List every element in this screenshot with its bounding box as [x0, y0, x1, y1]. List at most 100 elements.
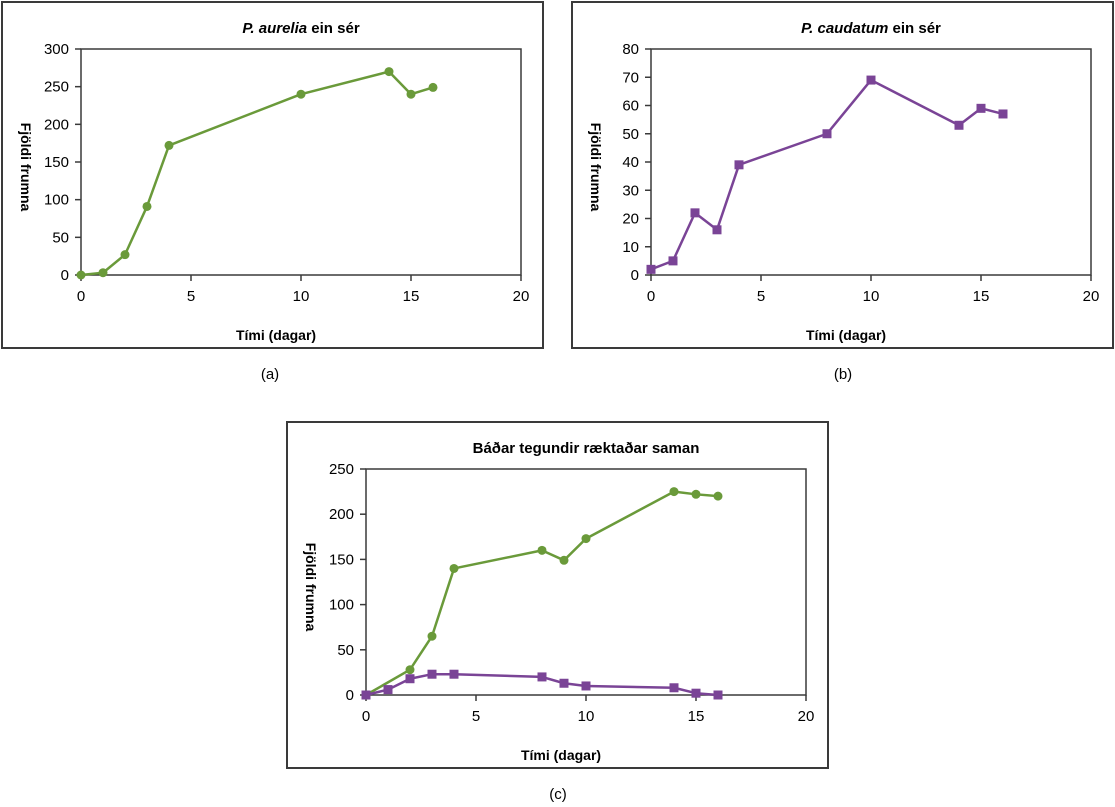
chart-title-part: P. caudatum	[801, 20, 888, 37]
x-tick-label: 20	[513, 288, 530, 305]
y-tick-label: 0	[346, 687, 354, 704]
data-point-caudatum	[537, 672, 547, 682]
y-tick-label: 50	[337, 642, 354, 659]
caption-b: (b)	[833, 366, 853, 383]
y-tick-label: 50	[52, 229, 69, 246]
x-axis-label: Tími (dagar)	[236, 327, 316, 343]
x-tick-label: 15	[403, 288, 420, 305]
y-tick-label: 50	[622, 126, 639, 143]
x-tick-label: 5	[472, 708, 480, 725]
y-tick-label: 80	[622, 41, 639, 58]
chart-b-svg: P. caudatum ein sér 0 10 20 30 40 50 60 70 80 0 5 10…	[588, 20, 1100, 343]
data-point-aurelia	[142, 201, 152, 211]
data-point-caudatum	[668, 256, 678, 266]
y-axis-label: Fjöldi frumna	[588, 123, 604, 212]
y-tick-label: 20	[622, 211, 639, 228]
series-line-aurelia	[80, 70, 434, 277]
data-point-caudatum	[976, 103, 986, 113]
data-point-caudatum	[646, 264, 656, 274]
x-tick-label: 0	[77, 288, 85, 305]
x-tick-label: 15	[973, 288, 990, 305]
y-tick-label: 150	[44, 154, 69, 171]
plot-frame	[365, 468, 807, 696]
data-point-caudatum	[383, 685, 393, 695]
data-point-caudatum	[581, 681, 591, 691]
y-axis-label: Fjöldi frumna	[303, 543, 319, 632]
y-tick-label: 300	[44, 41, 69, 58]
y-tick-label: 30	[622, 182, 639, 199]
x-tick-label: 5	[757, 288, 765, 305]
chart-title-part: Báðar tegundir ræktaðar saman	[473, 440, 700, 457]
data-point-caudatum	[713, 690, 723, 700]
data-point-aurelia	[405, 665, 415, 675]
x-axis-label: Tími (dagar)	[806, 327, 886, 343]
x-axis-label: Tími (dagar)	[521, 747, 601, 763]
data-point-aurelia	[691, 489, 701, 499]
data-point-caudatum	[954, 120, 964, 130]
x-tick-label: 0	[647, 288, 655, 305]
data-point-aurelia	[406, 89, 416, 99]
data-point-caudatum	[669, 683, 679, 693]
series-line-caudatum	[650, 78, 1004, 271]
plot-frame	[80, 48, 522, 276]
data-point-caudatum	[427, 669, 437, 679]
data-point-aurelia	[669, 487, 679, 497]
data-point-aurelia	[76, 270, 86, 280]
data-point-caudatum	[734, 160, 744, 170]
data-point-caudatum	[361, 690, 371, 700]
data-point-aurelia	[537, 545, 547, 555]
y-tick-label: 60	[622, 98, 639, 115]
chart-title: Báðar tegundir ræktaðar saman	[473, 440, 700, 457]
data-point-caudatum	[866, 75, 876, 85]
chart-title: P. aurelia ein sér	[242, 20, 359, 37]
data-point-aurelia	[428, 82, 438, 92]
y-tick-label: 100	[44, 192, 69, 209]
data-point-aurelia	[713, 491, 723, 501]
x-tick-label: 5	[187, 288, 195, 305]
data-point-aurelia	[384, 67, 394, 77]
chart-a-svg: P. aurelia ein sér 0 50 100 150 200 250 300 0 5 10…	[18, 20, 530, 343]
x-tick-label: 10	[578, 708, 595, 725]
data-point-caudatum	[822, 129, 832, 139]
x-tick-label: 0	[362, 708, 370, 725]
data-point-caudatum	[690, 208, 700, 218]
y-tick-label: 200	[44, 116, 69, 133]
data-point-aurelia	[296, 89, 306, 99]
y-tick-label: 250	[44, 79, 69, 96]
x-tick-label: 20	[1083, 288, 1100, 305]
y-axis-label: Fjöldi frumna	[18, 123, 34, 212]
chart-c-svg: Báðar tegundir ræktaðar saman05010015020…	[303, 440, 815, 763]
chart-panel-b: P. caudatum ein sér 0 10 20 30 40 50 60 70 80 0 5 10…	[571, 1, 1114, 349]
series-line-aurelia	[365, 490, 719, 697]
data-point-caudatum	[449, 669, 459, 679]
chart-panel-c: Báðar tegundir ræktaðar saman 0 50 100 150 20…	[286, 421, 829, 769]
y-tick-label: 250	[329, 461, 354, 478]
data-point-caudatum	[559, 678, 569, 688]
x-tick-label: 20	[798, 708, 815, 725]
data-point-caudatum	[712, 225, 722, 235]
chart-panel-a: P. aurelia ein sér 0 50 100 150 200 250 300 0 5 10…	[1, 1, 544, 349]
x-tick-label: 10	[863, 288, 880, 305]
data-point-aurelia	[98, 268, 108, 278]
data-point-aurelia	[559, 555, 569, 565]
y-tick-label: 200	[329, 506, 354, 523]
y-tick-label: 70	[622, 69, 639, 86]
data-point-caudatum	[998, 109, 1008, 119]
data-point-caudatum	[405, 674, 415, 684]
caption-c: (c)	[549, 786, 567, 803]
x-tick-label: 15	[688, 708, 705, 725]
data-point-aurelia	[164, 140, 174, 150]
chart-title-part: P. aurelia	[242, 20, 307, 37]
data-point-caudatum	[691, 688, 701, 698]
x-tick-label: 10	[293, 288, 310, 305]
data-point-aurelia	[581, 534, 591, 544]
data-point-aurelia	[427, 631, 437, 641]
y-tick-label: 40	[622, 154, 639, 171]
y-tick-label: 100	[329, 597, 354, 614]
y-tick-label: 150	[329, 551, 354, 568]
data-point-aurelia	[120, 250, 130, 260]
y-tick-label: 0	[61, 267, 69, 284]
y-tick-label: 0	[631, 267, 639, 284]
data-point-aurelia	[449, 563, 459, 573]
chart-title-part: ein sér	[307, 20, 360, 37]
